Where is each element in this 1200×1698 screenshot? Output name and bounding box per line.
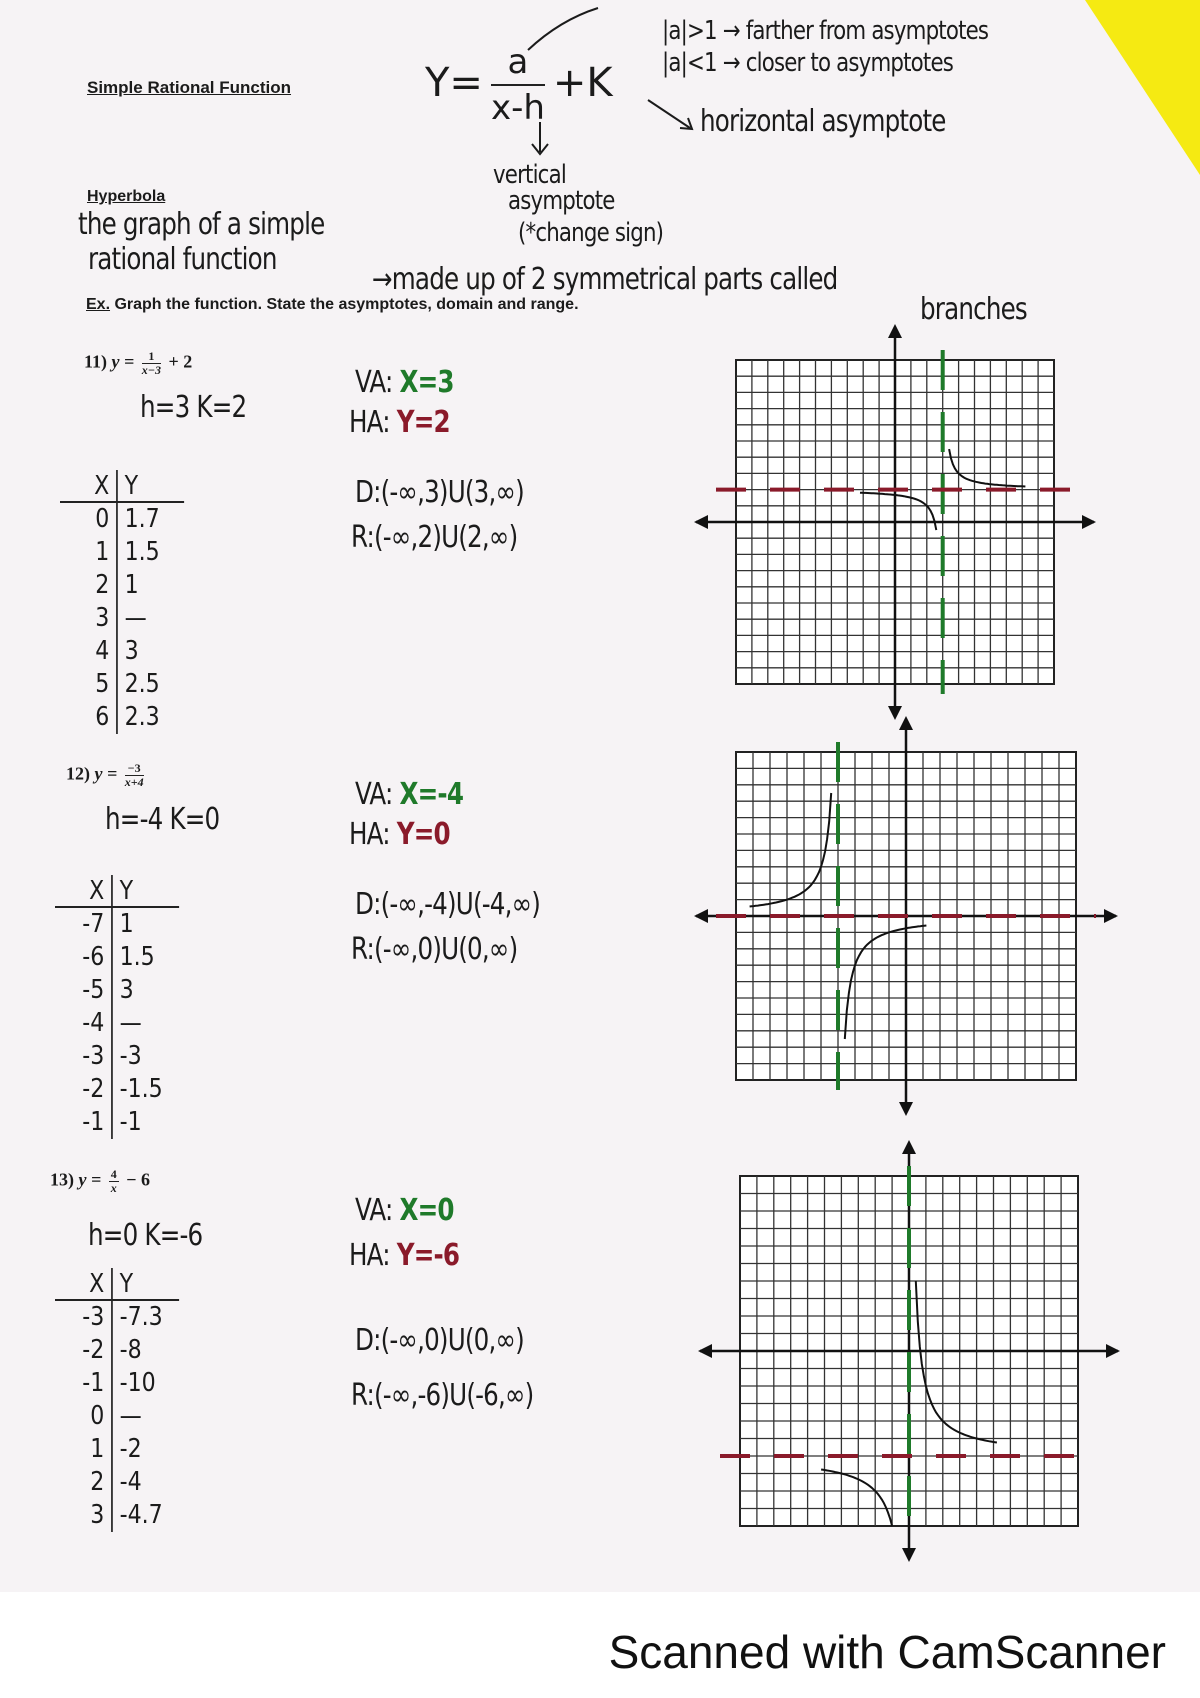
domain: D:(-∞,3)U(3,∞) (355, 475, 525, 510)
hyperbola-branch (948, 448, 1026, 488)
table-row: 2 -4 (55, 1466, 179, 1499)
table-row: 5 2.5 (60, 668, 184, 701)
table-row: -3 -7.3 (55, 1301, 179, 1334)
xy-table: X Y 0 1.7 1 1.5 2 1 3—4 3 5 2.5 6 2.3 (60, 470, 185, 734)
table-row: 0— (55, 1400, 179, 1433)
xy-table: X Y -7 1 -6 1.5 -5 3 -4— -3 -3 -2 -1.5 -1 -1 (55, 875, 180, 1139)
hyperbola-branch (820, 1468, 894, 1527)
problem-equation: 11) y = 1 x−3 + 2 (84, 349, 193, 377)
domain: D:(-∞,-4)U(-4,∞) (355, 887, 541, 922)
table-row: -2 -1.5 (55, 1073, 179, 1106)
hyperbola-branch (914, 1280, 998, 1444)
coordinate-graph (694, 324, 1096, 720)
table-header-x: X (55, 875, 112, 908)
range: R:(-∞,-6)U(-6,∞) (351, 1378, 534, 1413)
xy-table: X Y -3 -7.3 -2 -8 -1 -10 0—1 -2 2 -4 3 -4.7 (55, 1268, 180, 1532)
table-row: -1 -10 (55, 1367, 179, 1400)
formula-numerator: a (490, 40, 545, 86)
note-change-sign: (*change sign) (518, 218, 664, 248)
instructions: Ex. Graph the function. State the asympt… (86, 296, 579, 313)
problem-hk: h=0 K=-6 (88, 1218, 203, 1253)
coordinate-graph (698, 1140, 1120, 1562)
table-header-x: X (55, 1268, 112, 1301)
note-vertical-2: asymptote (508, 186, 615, 216)
vertical-asymptote: VA: X=3 (355, 365, 455, 400)
table-row: 3— (60, 602, 184, 635)
problem-hk: h=-4 K=0 (105, 802, 220, 837)
note-vertical-1: vertical (493, 160, 567, 190)
vertical-asymptote: VA: X=0 (355, 1193, 455, 1228)
horizontal-asymptote: HA: Y=-6 (349, 1238, 460, 1273)
vertical-asymptote: VA: X=-4 (355, 777, 464, 812)
scan-footer (0, 1592, 1200, 1698)
table-row: -2 -8 (55, 1334, 179, 1367)
table-header-y: Y (111, 1268, 180, 1301)
hyperbola-def-3: →made up of 2 symmetrical parts called (372, 262, 838, 297)
table-row: -1 -1 (55, 1106, 179, 1139)
annotation-arrows (527, 7, 694, 156)
table-row: -5 3 (55, 974, 179, 1007)
hyperbola-branch (843, 924, 927, 1040)
sticky-note (1085, 0, 1200, 175)
table-row: -4— (55, 1007, 179, 1040)
hyperbola-label: Hyperbola (87, 188, 166, 205)
table-row: -7 1 (55, 908, 179, 941)
horizontal-asymptote: HA: Y=0 (349, 817, 451, 852)
problem-hk: h=3 K=2 (140, 390, 247, 425)
coordinate-graph (694, 716, 1118, 1116)
table-row: 1 1.5 (60, 536, 184, 569)
hyperbola-def-2: rational function (88, 242, 277, 277)
table-header-y: Y (111, 875, 180, 908)
table-row: -3 -3 (55, 1040, 179, 1073)
section-title: Simple Rational Function (87, 78, 292, 97)
camscanner-watermark: Scanned with CamScanner (608, 1626, 1166, 1678)
formula-lhs: Y= (425, 60, 483, 106)
note-a-less: |a|<1 → closer to asymptotes (662, 48, 954, 78)
note-horizontal-asymptote: horizontal asymptote (700, 104, 946, 139)
formula-denominator: x-h (490, 88, 545, 128)
hyperbola-branch (749, 792, 833, 908)
hyperbola-def-4: branches (920, 292, 1028, 327)
hyperbola-branch (859, 491, 938, 531)
range: R:(-∞,0)U(0,∞) (351, 932, 518, 967)
hyperbola-def-1: the graph of a simple (78, 207, 325, 242)
formula-tail: +K (552, 60, 613, 106)
table-row: 0 1.7 (60, 503, 184, 536)
range: R:(-∞,2)U(2,∞) (351, 520, 518, 555)
table-row: -6 1.5 (55, 941, 179, 974)
formula: Y= a x-h +K (425, 40, 613, 130)
table-header-y: Y (116, 470, 185, 503)
domain: D:(-∞,0)U(0,∞) (355, 1323, 525, 1358)
note-a-greater: |a|>1 → farther from asymptotes (662, 16, 989, 46)
table-row: 6 2.3 (60, 701, 184, 734)
problem-equation: 12) y = −3 x+4 (66, 761, 144, 789)
table-row: 3 -4.7 (55, 1499, 179, 1532)
table-row: 1 -2 (55, 1433, 179, 1466)
table-header-x: X (60, 470, 117, 503)
horizontal-asymptote: HA: Y=2 (349, 405, 451, 440)
